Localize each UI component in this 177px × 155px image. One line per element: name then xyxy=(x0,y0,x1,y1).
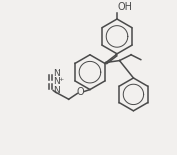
Text: O: O xyxy=(76,87,84,97)
Text: -: - xyxy=(58,69,60,74)
Text: +: + xyxy=(58,77,63,82)
Text: N: N xyxy=(53,77,60,86)
Text: ~: ~ xyxy=(106,52,114,60)
Text: OH: OH xyxy=(118,2,133,12)
Text: N: N xyxy=(53,69,60,78)
Text: N: N xyxy=(53,86,60,95)
